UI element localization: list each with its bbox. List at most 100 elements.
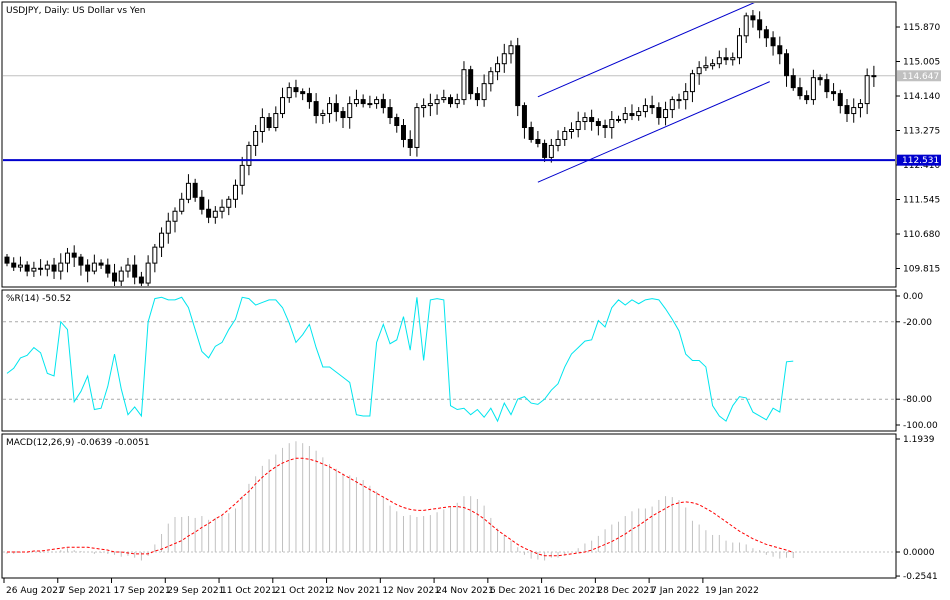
candle-bull [642,105,648,113]
candle-bear [535,138,541,144]
candle-bull [179,198,185,212]
candle-bull [434,99,440,105]
candle-bear [542,142,548,158]
candle-bear [777,45,783,55]
time-tick-label: 7 Jan 2022 [651,586,699,596]
candle-bull [367,103,373,106]
price-tick-label: 114.140 [903,92,940,102]
candle-bear [192,182,198,198]
candle-bull [488,71,494,85]
candle-bull [622,113,628,121]
macd-pane[interactable] [1,433,897,579]
candle-bull [58,262,64,272]
candle-bull [548,144,554,158]
candle-bull [669,99,675,111]
candle-bull [219,206,225,212]
candle-bull [716,57,722,65]
macd-tick-label: 1.1939 [903,435,935,445]
candle-bull [286,87,292,99]
candle-bear [199,196,205,210]
price-tick-label: 112.410 [903,161,940,171]
current-price-tag [897,70,941,82]
candle-bear [824,79,830,93]
macd-axis: 1.1939 0.0000 -0.2541 [896,435,938,582]
candle-bull [562,130,568,140]
price-axis: 115.870 115.005 114.140 113.275 112.410 111.5… [896,23,940,275]
symbol-title: USDJPY, Daily: US Dollar vs Yen [6,6,145,16]
candle-bear [468,69,474,95]
candle-bear [380,99,386,109]
candle-bull [864,75,870,105]
candle-bear [448,97,454,105]
macd-title: MACD(12,26,9) -0.0639 -0.0051 [6,438,150,448]
price-pane[interactable] [1,1,897,288]
candle-bull [232,184,238,200]
candle-bull [555,138,561,146]
candle-bull [159,232,165,248]
candle-bull [689,73,695,93]
wpr-tick-label: -100.00 [903,421,938,431]
candle-bull [125,264,131,272]
candle-bull [421,105,427,109]
candle-bull [568,129,574,132]
candle-bear [629,113,635,117]
candle-bull [259,117,265,132]
candle-bear [837,93,843,107]
candle-bear [300,91,306,95]
candle-bear [763,29,769,39]
candle-bull [353,99,359,105]
time-tick-label: 12 Nov 2021 [382,586,440,596]
wpr-tick-label: -20.00 [903,318,932,328]
time-tick-label: 6 Dec 2021 [490,586,542,596]
channel-lower-line[interactable] [537,81,770,183]
candle-bull [273,113,279,129]
candle-bear [515,45,521,107]
candle-bull [152,246,158,264]
candle-bull [185,182,191,200]
candle-bull [495,63,501,73]
candle-bull [374,99,380,105]
candle-bear [770,37,776,47]
candle-bear [528,127,534,140]
candle-bull [31,267,37,272]
candle-bear [340,111,346,119]
candle-bull [743,15,749,37]
wpr-axis: 0.00 -20.00 -80.00 -100.00 [896,292,938,431]
candle-bear [400,125,406,140]
candle-bull [575,121,581,131]
candle-bear [831,91,837,95]
time-tick-label: 28 Dec 2021 [597,586,655,596]
candle-bull [64,252,70,264]
time-tick-label: 7 Sep 2021 [60,586,111,596]
candle-bear [784,53,790,77]
candle-bear [387,107,393,119]
macd-histogram [6,441,794,561]
candle-bull [441,97,447,101]
candle-bull [696,67,702,75]
candle-bull [118,270,124,282]
candle-bull [327,103,333,115]
macd-tick-label: -0.2541 [903,572,938,582]
wpr-line [6,296,794,423]
candle-bull [857,103,863,109]
candle-bear [817,77,823,81]
candle-bull [172,210,178,222]
candle-bull [616,119,622,122]
candle-bull [676,99,682,102]
wpr-tick-label: 0.00 [903,292,923,302]
candle-bull [427,103,433,107]
candle-bull [226,198,232,208]
price-tick-label: 110.680 [903,230,940,240]
channel-upper-line[interactable] [537,0,770,98]
wpr-pane[interactable] [1,289,897,432]
candle-bear [138,276,144,284]
candle-bull [582,117,588,123]
candle-bull [280,97,286,115]
candle-bear [797,87,803,97]
candle-bull [44,264,50,270]
candle-bear [360,99,366,105]
candle-bull [703,65,709,69]
candlestick-series [4,9,877,286]
